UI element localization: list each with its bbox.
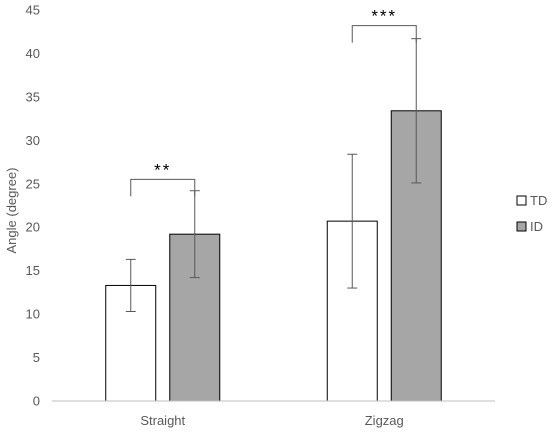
x-tick-label-straight: Straight xyxy=(140,413,185,428)
legend-swatch-td xyxy=(516,195,527,206)
y-tick-label: 30 xyxy=(26,133,40,148)
y-axis-title: Angle (degree) xyxy=(4,168,19,254)
x-tick-label-zigzag: Zigzag xyxy=(365,413,404,428)
bars xyxy=(105,110,442,402)
y-axis-ticks: 0 5 10 15 20 25 30 35 40 45 xyxy=(26,3,40,409)
y-tick-label: 5 xyxy=(33,350,40,365)
y-tick-label: 25 xyxy=(26,176,40,191)
x-axis-labels: Straight Zigzag xyxy=(140,413,403,428)
y-tick-label: 15 xyxy=(26,263,40,278)
significance-label-straight: ** xyxy=(154,160,171,179)
y-tick-label: 40 xyxy=(26,46,40,61)
error-bars xyxy=(125,38,422,313)
significance-bracket-zigzag xyxy=(351,25,417,43)
y-tick-label: 35 xyxy=(26,89,40,104)
significance-label-zigzag: *** xyxy=(371,7,397,26)
legend-label-id: ID xyxy=(530,219,543,234)
legend-label-td: TD xyxy=(530,193,547,208)
y-tick-label: 45 xyxy=(26,3,40,18)
legend-swatch-id xyxy=(516,221,527,232)
significance-bracket-straight xyxy=(130,178,196,197)
significance-brackets: ***** xyxy=(130,7,417,197)
y-tick-label: 10 xyxy=(26,307,40,322)
legend: TD ID xyxy=(516,193,547,234)
y-tick-label: 0 xyxy=(33,394,40,409)
y-tick-label: 20 xyxy=(26,220,40,235)
